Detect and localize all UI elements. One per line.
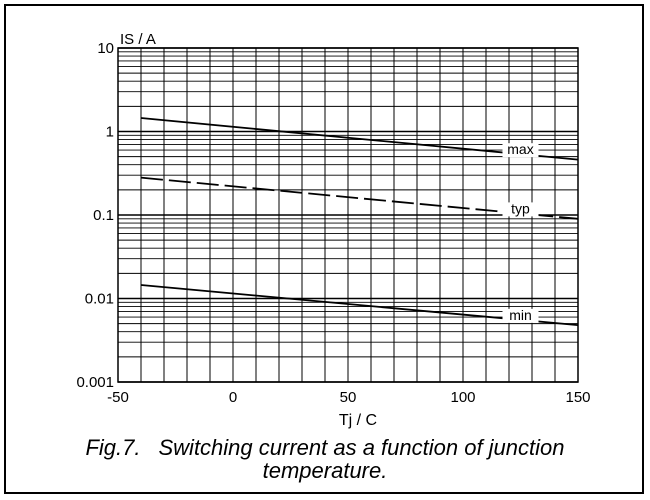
series-labels: max typ min — [502, 141, 539, 323]
y-tick-label: 1 — [106, 124, 114, 141]
y-tick-label: 0.001 — [76, 374, 114, 391]
x-axis-label: Tj / C — [339, 412, 377, 429]
series-label-bg — [502, 202, 539, 217]
y-tick-label: 0.1 — [93, 207, 114, 224]
series-label-bg — [502, 143, 539, 158]
y-tick-label: 10 — [97, 40, 114, 57]
figure-frame — [4, 4, 644, 494]
x-tick-label: -50 — [107, 389, 129, 406]
y-tick-label: 0.01 — [85, 291, 114, 308]
x-tick-label: 0 — [229, 389, 237, 406]
caption-text-1: Switching current as a function of junct… — [158, 435, 565, 460]
x-tick-label: 150 — [565, 389, 590, 406]
caption-figure-number: Fig.7. — [85, 435, 141, 460]
series-label-min: min — [509, 307, 532, 323]
grid — [117, 47, 579, 383]
figure-caption: Fig.7. Switching current as a function of… — [0, 436, 650, 482]
axes: 0.001 0.01 0.1 1 10 -50 0 50 100 150 IS / A Tj / C — [76, 31, 590, 429]
y-axis-label: IS / A — [120, 31, 156, 48]
series-label-typ: typ — [511, 200, 530, 216]
series-label-bg — [502, 308, 539, 323]
caption-line-1: Fig.7. Switching current as a function of… — [0, 436, 650, 459]
caption-line-2: temperature. — [262, 458, 388, 483]
plot-border — [117, 47, 579, 383]
x-tick-label: 100 — [450, 389, 475, 406]
series-label-max: max — [507, 141, 533, 157]
x-tick-label: 50 — [340, 389, 357, 406]
